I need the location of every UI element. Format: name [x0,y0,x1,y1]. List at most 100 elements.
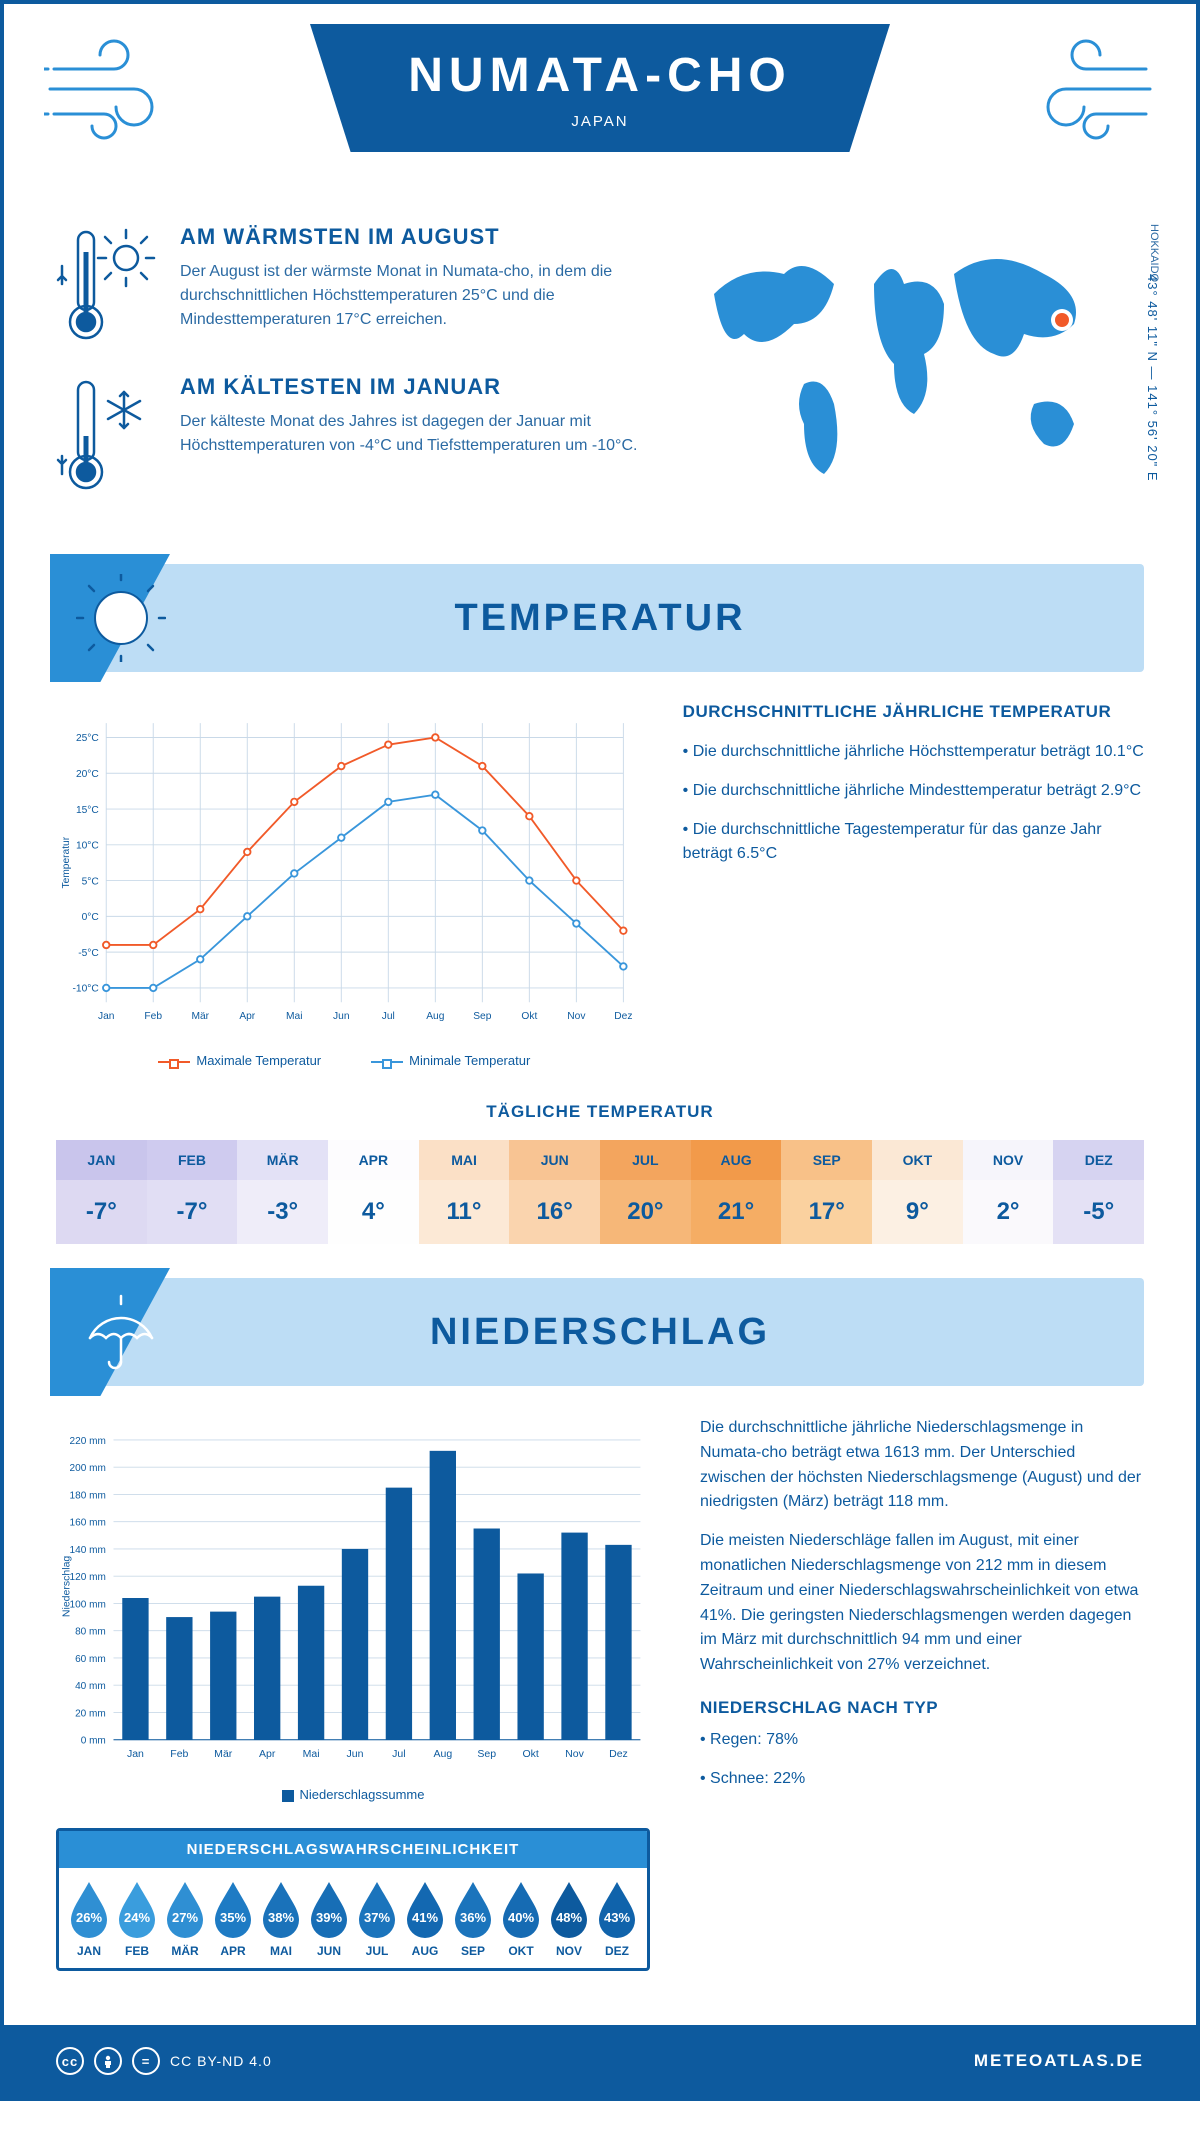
title-banner: NUMATA-CHO JAPAN [310,24,890,152]
daily-temp-title: TÄGLICHE TEMPERATUR [56,1102,1144,1122]
page: NUMATA-CHO JAPAN [0,0,1200,2101]
svg-text:Jan: Jan [98,1011,115,1022]
coordinates: 43° 48' 11" N — 141° 56' 20" E [1145,274,1160,554]
temp-line-chart: -10°C-5°C0°C5°C10°C15°C20°C25°CJanFebMär… [56,702,633,1068]
fact-warm: AM WÄRMSTEN IM AUGUST Der August ist der… [56,224,644,344]
precip-legend: Niederschlagssumme [56,1787,650,1802]
svg-text:200 mm: 200 mm [70,1463,106,1474]
raindrop-icon: 24% [113,1880,161,1938]
precip-probability-panel: NIEDERSCHLAGSWAHRSCHEINLICHKEIT 26% JAN … [56,1828,650,1971]
fact-warm-text: Der August ist der wärmste Monat in Numa… [180,260,644,332]
daily-cell: MAI 11° [419,1140,510,1244]
daily-cell: MÄR -3° [237,1140,328,1244]
prob-cell: 27% MÄR [161,1880,209,1958]
fact-cold: AM KÄLTESTEN IM JANUAR Der kälteste Mona… [56,374,644,494]
temp-text: DURCHSCHNITTLICHE JÄHRLICHE TEMPERATUR •… [683,702,1144,1068]
precip-legend-label: Niederschlagssumme [300,1787,425,1802]
svg-text:Dez: Dez [609,1748,628,1760]
svg-text:25°C: 25°C [76,733,99,744]
precip-rain: • Regen: 78% [700,1728,1144,1753]
daily-cell: NOV 2° [963,1140,1054,1244]
svg-text:Dez: Dez [614,1011,632,1022]
daily-cell: JUN 16° [509,1140,600,1244]
raindrop-icon: 26% [65,1880,113,1938]
svg-text:160 mm: 160 mm [70,1518,106,1529]
svg-text:Aug: Aug [433,1748,452,1760]
intro-section: AM WÄRMSTEN IM AUGUST Der August ist der… [4,204,1196,564]
svg-text:Jul: Jul [382,1011,395,1022]
svg-text:5°C: 5°C [82,876,99,887]
svg-text:Apr: Apr [239,1011,255,1022]
svg-text:100 mm: 100 mm [70,1599,106,1610]
sun-icon [76,574,166,662]
raindrop-icon: 35% [209,1880,257,1938]
daily-temp-grid: JAN -7° FEB -7° MÄR -3° APR 4° MAI 11° J… [56,1140,1144,1244]
country-label: JAPAN [350,113,850,130]
raindrop-icon: 40% [497,1880,545,1938]
raindrop-icon: 36% [449,1880,497,1938]
wind-icon [1016,34,1156,154]
precip-section-body: 0 mm20 mm40 mm60 mm80 mm100 mm120 mm140 … [4,1416,1196,2005]
temp-bullet-2: • Die durchschnittliche jährliche Mindes… [683,779,1144,804]
raindrop-icon: 41% [401,1880,449,1938]
nd-icon: = [132,2047,160,2075]
svg-text:Sep: Sep [477,1748,496,1760]
raindrop-icon: 43% [593,1880,641,1938]
section-header-precip: NIEDERSCHLAG [56,1278,1144,1386]
daily-cell: JAN -7° [56,1140,147,1244]
fact-cold-text: Der kälteste Monat des Jahres ist dagege… [180,410,644,458]
raindrop-icon: 37% [353,1880,401,1938]
temp-text-heading: DURCHSCHNITTLICHE JÄHRLICHE TEMPERATUR [683,702,1144,722]
legend-min: Minimale Temperatur [409,1053,530,1068]
world-map: HOKKAIDO 43° 48' 11" N — 141° 56' 20" E [684,224,1144,524]
prob-cell: 37% JUL [353,1880,401,1958]
license: cc = CC BY-ND 4.0 [56,2047,272,2075]
daily-cell: FEB -7° [147,1140,238,1244]
svg-text:20°C: 20°C [76,769,99,780]
temp-bullet-3: • Die durchschnittliche Tagestemperatur … [683,818,1144,868]
svg-text:-5°C: -5°C [78,948,99,959]
facts-column: AM WÄRMSTEN IM AUGUST Der August ist der… [56,224,644,524]
svg-text:20 mm: 20 mm [75,1708,106,1719]
svg-text:Jun: Jun [347,1748,364,1760]
precip-text: Die durchschnittliche jährliche Niedersc… [700,1416,1144,1971]
daily-cell: APR 4° [328,1140,419,1244]
svg-text:Apr: Apr [259,1748,276,1760]
prob-cell: 48% NOV [545,1880,593,1958]
svg-text:Jul: Jul [392,1748,405,1760]
svg-text:Temperatur: Temperatur [61,836,72,888]
prob-cell: 38% MAI [257,1880,305,1958]
daily-cell: AUG 21° [691,1140,782,1244]
svg-text:Nov: Nov [565,1748,584,1760]
prob-cell: 36% SEP [449,1880,497,1958]
svg-text:Jun: Jun [333,1011,350,1022]
header: NUMATA-CHO JAPAN [4,4,1196,204]
precip-bar-chart: 0 mm20 mm40 mm60 mm80 mm100 mm120 mm140 … [56,1416,650,1971]
prob-cell: 24% FEB [113,1880,161,1958]
svg-text:-10°C: -10°C [73,984,99,995]
svg-text:0°C: 0°C [82,912,99,923]
svg-text:Mär: Mär [214,1748,233,1760]
prob-cell: 35% APR [209,1880,257,1958]
svg-text:Okt: Okt [522,1748,538,1760]
temp-section-body: -10°C-5°C0°C5°C10°C15°C20°C25°CJanFebMär… [4,702,1196,1278]
svg-text:140 mm: 140 mm [70,1545,106,1556]
daily-cell: OKT 9° [872,1140,963,1244]
precip-para-2: Die meisten Niederschläge fallen im Augu… [700,1529,1144,1678]
footer: cc = CC BY-ND 4.0 METEOATLAS.DE [4,2025,1196,2097]
svg-text:15°C: 15°C [76,805,99,816]
daily-cell: DEZ -5° [1053,1140,1144,1244]
precip-para-1: Die durchschnittliche jährliche Niedersc… [700,1416,1144,1515]
raindrop-icon: 48% [545,1880,593,1938]
svg-text:Niederschlag: Niederschlag [60,1556,72,1618]
precip-type-heading: NIEDERSCHLAG NACH TYP [700,1698,1144,1718]
svg-text:Nov: Nov [567,1011,586,1022]
prob-cell: 26% JAN [65,1880,113,1958]
daily-cell: SEP 17° [781,1140,872,1244]
page-title: NUMATA-CHO [350,48,850,103]
svg-text:Mai: Mai [286,1011,302,1022]
temp-bullet-1: • Die durchschnittliche jährliche Höchst… [683,740,1144,765]
prob-cell: 41% AUG [401,1880,449,1958]
prob-cell: 43% DEZ [593,1880,641,1958]
svg-text:Feb: Feb [170,1748,188,1760]
